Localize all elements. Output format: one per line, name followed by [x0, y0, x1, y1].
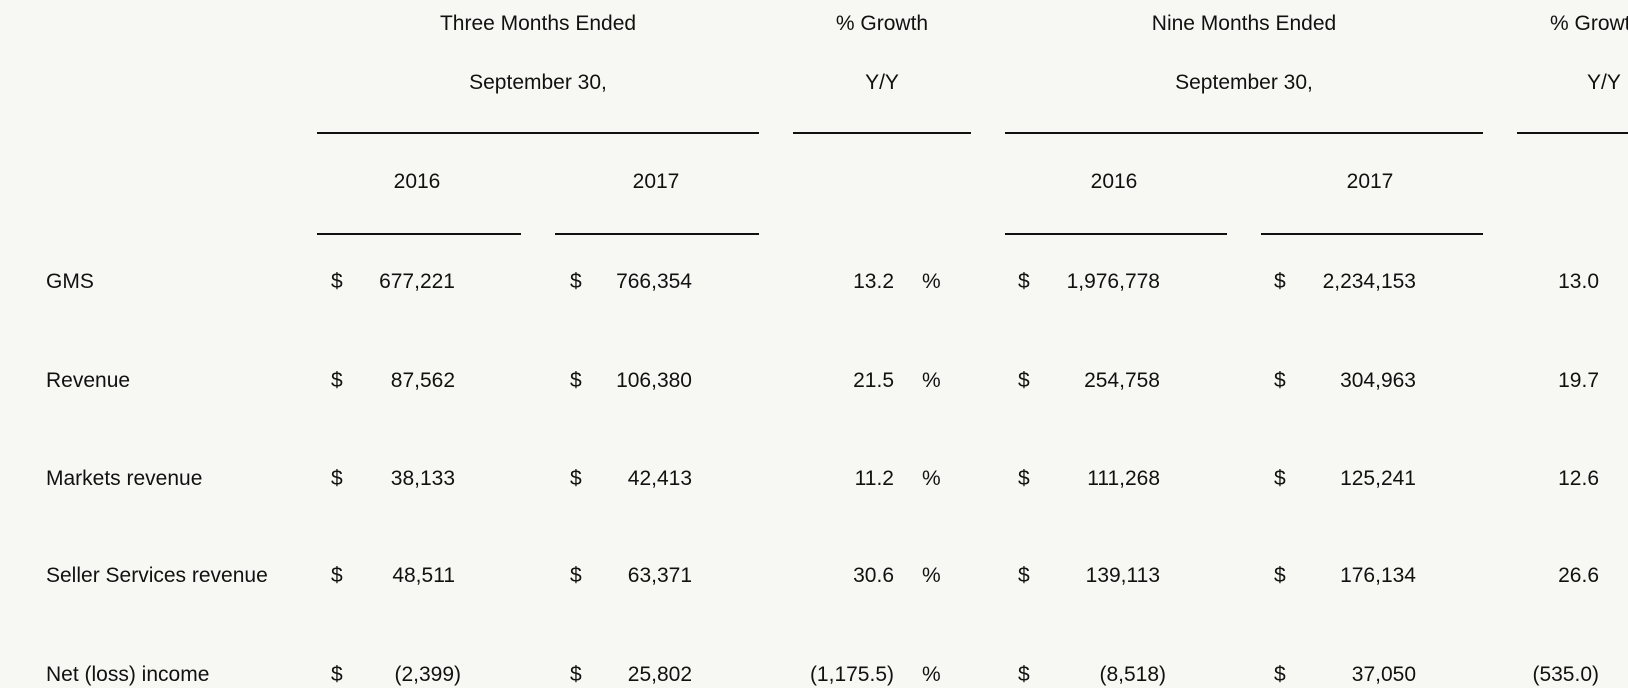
percent-symbol: %: [922, 467, 941, 490]
year-header: 2017: [632, 170, 680, 193]
row-label: Seller Services revenue: [46, 564, 268, 587]
currency-symbol: $: [1018, 564, 1030, 587]
currency-symbol: $: [570, 270, 582, 293]
currency-symbol: $: [1018, 270, 1030, 293]
currency-symbol: $: [331, 564, 343, 587]
currency-symbol: $: [570, 467, 582, 490]
value-ytd-2017: 2,234,153: [1322, 270, 1416, 293]
currency-symbol: $: [331, 467, 343, 490]
header-nine-months: Nine Months Ended: [1151, 12, 1337, 35]
value-ytd-2016: 139,113: [1085, 564, 1160, 587]
currency-symbol: $: [570, 369, 582, 392]
rule: [1005, 233, 1227, 235]
rule: [317, 233, 521, 235]
year-header: 2017: [1346, 170, 1394, 193]
header-nine-months-date: September 30,: [1175, 71, 1313, 94]
value-q-growth: 21.5: [853, 369, 894, 392]
currency-symbol: $: [1018, 467, 1030, 490]
value-q-2016: 38,133: [390, 467, 455, 490]
value-ytd-2017: 37,050: [1351, 663, 1416, 686]
header-growth-quarter: % Growth: [835, 12, 929, 35]
rule: [317, 132, 759, 134]
row-label: Revenue: [46, 369, 131, 392]
currency-symbol: $: [1018, 369, 1030, 392]
value-q-2017: 25,802: [627, 663, 692, 686]
value-ytd-growth: 13.0: [1558, 270, 1599, 293]
year-header: 2016: [393, 170, 441, 193]
percent-symbol: %: [922, 270, 941, 293]
value-ytd-2016: (8,518): [1099, 663, 1166, 686]
currency-symbol: $: [1274, 663, 1286, 686]
value-ytd-2017: 176,134: [1340, 564, 1416, 587]
rule: [1517, 132, 1628, 134]
value-ytd-2016: 111,268: [1087, 467, 1160, 490]
value-q-growth: 13.2: [853, 270, 894, 293]
header-three-months-date: September 30,: [469, 71, 607, 94]
value-ytd-growth: (535.0): [1532, 663, 1599, 686]
value-ytd-2017: 304,963: [1340, 369, 1416, 392]
row-label: GMS: [46, 270, 94, 293]
currency-symbol: $: [1274, 369, 1286, 392]
rule: [1261, 233, 1483, 235]
value-q-2017: 63,371: [627, 564, 692, 587]
currency-symbol: $: [1018, 663, 1030, 686]
percent-symbol: %: [922, 663, 941, 686]
currency-symbol: $: [1274, 270, 1286, 293]
value-ytd-growth: 19.7: [1558, 369, 1599, 392]
percent-symbol: %: [922, 369, 941, 392]
clipped-column: % Growth Y/Y: [1500, 0, 1628, 688]
currency-symbol: $: [331, 663, 343, 686]
value-q-2017: 766,354: [616, 270, 692, 293]
value-q-2016: 87,562: [390, 369, 455, 392]
currency-symbol: $: [1274, 467, 1286, 490]
row-label: Markets revenue: [46, 467, 203, 490]
currency-symbol: $: [331, 369, 343, 392]
value-ytd-growth: 26.6: [1558, 564, 1599, 587]
value-q-growth: (1,175.5): [809, 663, 894, 686]
value-q-growth: 30.6: [853, 564, 894, 587]
header-growth-quarter-sub: Y/Y: [865, 71, 899, 94]
value-q-growth: 11.2: [854, 467, 894, 490]
value-ytd-2017: 125,241: [1340, 467, 1416, 490]
value-ytd-2016: 1,976,778: [1066, 270, 1160, 293]
currency-symbol: $: [1274, 564, 1286, 587]
currency-symbol: $: [570, 663, 582, 686]
value-q-2017: 106,380: [616, 369, 692, 392]
currency-symbol: $: [570, 564, 582, 587]
rule: [555, 233, 759, 235]
rule: [793, 132, 971, 134]
header-growth-ytd-sub: Y/Y: [1587, 71, 1621, 94]
value-q-2016: 48,511: [392, 564, 455, 587]
value-ytd-2016: 254,758: [1084, 369, 1160, 392]
year-header: 2016: [1090, 170, 1138, 193]
value-q-2017: 42,413: [627, 467, 692, 490]
header-three-months: Three Months Ended: [439, 12, 637, 35]
value-ytd-growth: 12.6: [1558, 467, 1599, 490]
rule: [1005, 132, 1483, 134]
currency-symbol: $: [331, 270, 343, 293]
value-q-2016: (2,399): [394, 663, 461, 686]
value-q-2016: 677,221: [379, 270, 455, 293]
header-growth-ytd: % Growth: [1550, 12, 1628, 35]
percent-symbol: %: [922, 564, 941, 587]
row-label: Net (loss) income: [46, 663, 210, 686]
